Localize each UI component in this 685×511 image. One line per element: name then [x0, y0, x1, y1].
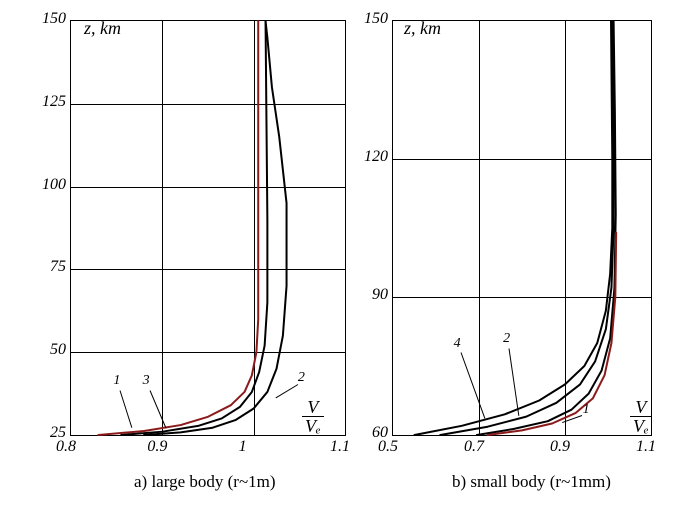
y-tick-label: 60 — [354, 424, 388, 442]
subcaption-a: a) large body (r~1m) — [134, 472, 276, 492]
y-tick-label: 100 — [32, 176, 66, 194]
x-tick-label: 0.9 — [550, 438, 570, 456]
x-axis-title-num: V — [630, 398, 652, 417]
x-tick-label: 1.1 — [636, 438, 656, 456]
y-tick-label: 150 — [32, 10, 66, 28]
x-axis-title-den: Vₑ — [302, 417, 324, 435]
y-axis-title: z, km — [404, 18, 441, 39]
curves-b — [393, 21, 651, 435]
y-tick-label: 120 — [354, 148, 388, 166]
x-axis-title: VVₑ — [630, 398, 652, 435]
curve-4 — [415, 21, 613, 435]
x-axis-title: VVₑ — [302, 398, 324, 435]
x-tick-label: 1.1 — [330, 438, 350, 456]
y-tick-label: 90 — [354, 286, 388, 304]
y-tick-label: 25 — [32, 424, 66, 442]
x-tick-label: 0.9 — [147, 438, 167, 456]
figure-root: 0.80.911.1255075100125150z, kmVVₑ132a) l… — [0, 0, 685, 511]
x-tick-label: 1 — [239, 438, 247, 456]
y-tick-label: 50 — [32, 341, 66, 359]
x-axis-title-num: V — [302, 398, 324, 417]
plot-area-b — [392, 20, 652, 436]
y-tick-label: 125 — [32, 93, 66, 111]
y-tick-label: 75 — [32, 258, 66, 276]
curve-3 — [477, 21, 616, 435]
label-4: 4 — [454, 336, 461, 352]
label-1: 1 — [113, 373, 120, 389]
curve-2 — [440, 21, 613, 435]
label-1: 1 — [583, 402, 590, 418]
x-tick-label: 0.7 — [464, 438, 484, 456]
y-tick-label: 150 — [354, 10, 388, 28]
label-2: 2 — [298, 370, 305, 386]
label-2: 2 — [503, 331, 510, 347]
x-axis-title-den: Vₑ — [630, 417, 652, 435]
curve-1 — [98, 21, 258, 435]
subcaption-b: b) small body (r~1mm) — [452, 472, 611, 492]
label-3: 3 — [143, 373, 150, 389]
y-axis-title: z, km — [84, 18, 121, 39]
